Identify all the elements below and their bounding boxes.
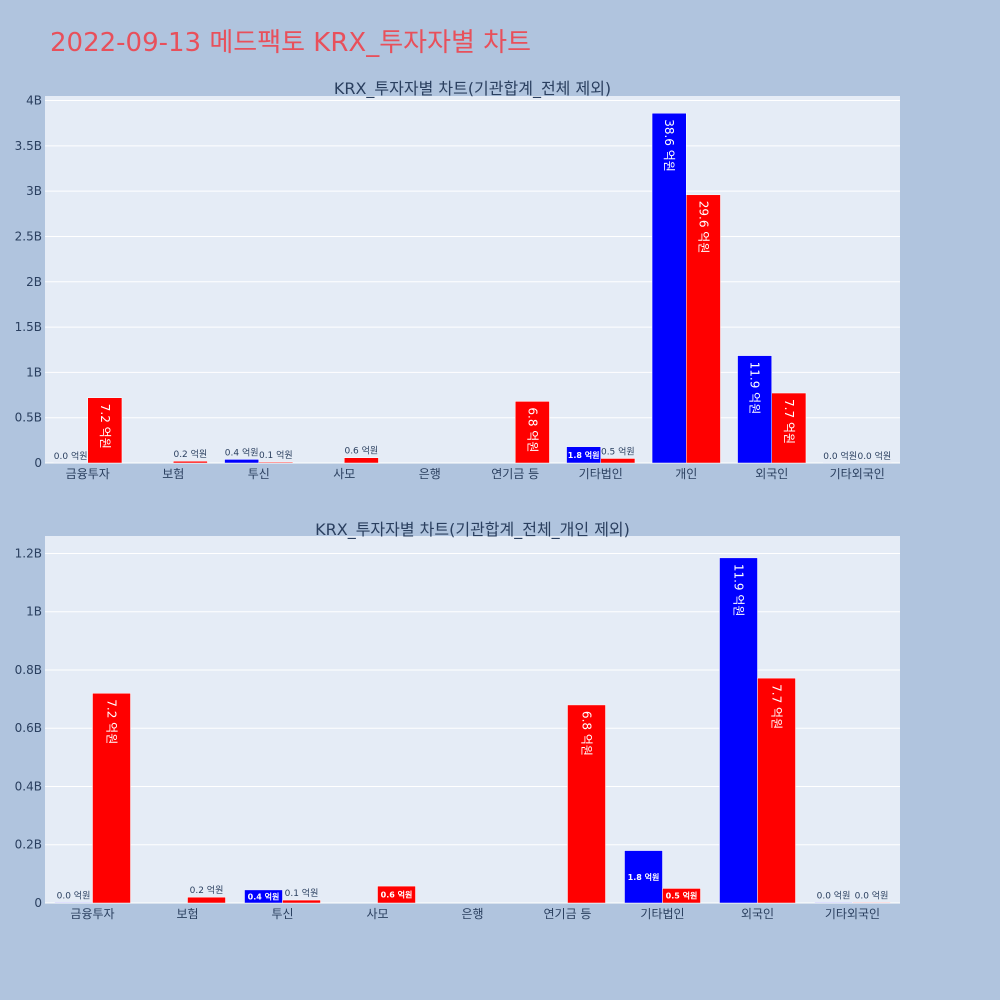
bar <box>187 896 226 904</box>
data-label: 11.9 억원 <box>748 362 762 415</box>
y-tick-label: 1.5B <box>15 320 42 334</box>
data-label: 38.6 억원 <box>662 119 676 172</box>
data-label: 7.7 억원 <box>782 399 796 444</box>
data-label: 0.0 억원 <box>855 889 889 901</box>
bar <box>757 677 796 904</box>
x-tick-label: 금융투자 <box>70 907 114 921</box>
x-tick-label: 기타외국인 <box>825 907 880 921</box>
bar <box>662 888 701 904</box>
bar <box>92 693 131 904</box>
data-label: 0.4 억원 <box>248 891 280 901</box>
data-label: 0.2 억원 <box>190 884 224 896</box>
data-label: 0.5 억원 <box>601 445 635 457</box>
y-tick-label: 0 <box>34 456 42 470</box>
data-label: 0.6 억원 <box>381 890 413 900</box>
bar <box>515 401 550 464</box>
x-tick-label: 투신 <box>271 907 293 921</box>
bar <box>566 446 601 464</box>
x-tick-label: 보험 <box>176 907 198 921</box>
x-tick-label: 은행 <box>461 906 483 921</box>
x-tick-label: 기타법인 <box>579 467 623 481</box>
bar <box>719 557 758 904</box>
y-tick-label: 4B <box>26 94 42 108</box>
y-tick-label: 0.6B <box>15 721 42 735</box>
data-label: 0.1 억원 <box>285 887 319 899</box>
data-label: 11.9 억원 <box>732 564 746 617</box>
bar <box>852 902 891 904</box>
x-tick-label: 금융투자 <box>66 467 110 481</box>
x-tick-label: 외국인 <box>755 467 788 481</box>
data-label: 7.2 억원 <box>105 699 119 744</box>
bar <box>624 850 663 904</box>
bar <box>814 902 853 904</box>
y-tick-label: 3B <box>26 184 42 198</box>
data-label: 0.0 억원 <box>857 450 891 462</box>
data-label: 0.0 억원 <box>54 450 88 462</box>
y-tick-label: 3.5B <box>15 139 42 153</box>
x-tick-label: 기타외국인 <box>830 467 885 481</box>
data-label: 7.7 억원 <box>770 684 784 729</box>
data-label: 7.2 억원 <box>98 404 112 449</box>
data-label: 0.0 억원 <box>823 450 857 462</box>
bar <box>344 457 379 464</box>
bar <box>224 459 260 464</box>
x-tick-label: 연기금 등 <box>491 467 539 481</box>
x-tick-label: 사모 <box>366 907 388 921</box>
bar <box>173 460 208 464</box>
bar <box>771 392 807 464</box>
page-title: 2022-09-13 메드팩토 KRX_투자자별 차트 <box>50 28 532 58</box>
chart-1: 0 0.5B 1B 1.5B 2B 2.5B 3B 3.5B 4B KRX_투자자별 차트(기관합… <box>15 79 900 481</box>
data-label: 6.8 억원 <box>525 407 539 452</box>
x-tick-label: 투신 <box>248 467 270 481</box>
y-tick-label: 1B <box>26 365 42 379</box>
y-tick-label: 0.2B <box>15 838 42 852</box>
bar <box>686 194 721 464</box>
data-label: 0.5 억원 <box>666 891 698 901</box>
data-label: 0.6 억원 <box>344 445 378 457</box>
data-label: 6.8 억원 <box>580 711 594 756</box>
bar <box>282 899 321 904</box>
x-tick-label: 보험 <box>162 467 184 481</box>
data-label: 0.4 억원 <box>225 446 259 458</box>
data-label: 0.2 억원 <box>173 448 207 460</box>
x-tick-label: 은행 <box>419 466 441 481</box>
data-label: 0.1 억원 <box>259 449 293 461</box>
y-tick-label: 2B <box>26 275 42 289</box>
bar <box>244 889 283 904</box>
chart-title: KRX_투자자별 차트(기관합계_전체_개인 제외) <box>315 520 630 540</box>
bar <box>567 704 606 904</box>
x-tick-label: 개인 <box>675 467 697 481</box>
bar <box>258 461 294 464</box>
data-label: 1.8 억원 <box>628 872 660 882</box>
chart-2: 0 0.2B 0.4B 0.6B 0.8B 1B 1.2B KRX_투자자별 차트(기관합계_… <box>15 520 900 921</box>
y-tick-label: 1B <box>26 605 42 619</box>
data-label: 0.0 억원 <box>817 889 851 901</box>
data-label: 29.6 억원 <box>696 201 710 254</box>
y-tick-label: 2.5B <box>15 229 42 243</box>
chart-title: KRX_투자자별 차트(기관합계_전체 제외) <box>334 79 611 99</box>
bar <box>651 112 687 464</box>
data-label: 1.8 억원 <box>568 450 600 460</box>
bar <box>600 458 636 464</box>
y-tick-label: 0.5B <box>15 411 42 425</box>
x-tick-label: 연기금 등 <box>544 907 592 921</box>
bar <box>54 902 93 904</box>
y-tick-label: 1.2B <box>15 546 42 560</box>
bar <box>87 397 123 464</box>
x-tick-label: 기타법인 <box>640 907 684 921</box>
bar <box>377 885 416 904</box>
x-tick-label: 사모 <box>333 467 355 481</box>
data-label: 0.0 억원 <box>57 889 91 901</box>
y-tick-label: 0 <box>34 896 42 910</box>
x-tick-label: 외국인 <box>741 907 774 921</box>
y-tick-label: 0.4B <box>15 779 42 793</box>
y-tick-label: 0.8B <box>15 663 42 677</box>
